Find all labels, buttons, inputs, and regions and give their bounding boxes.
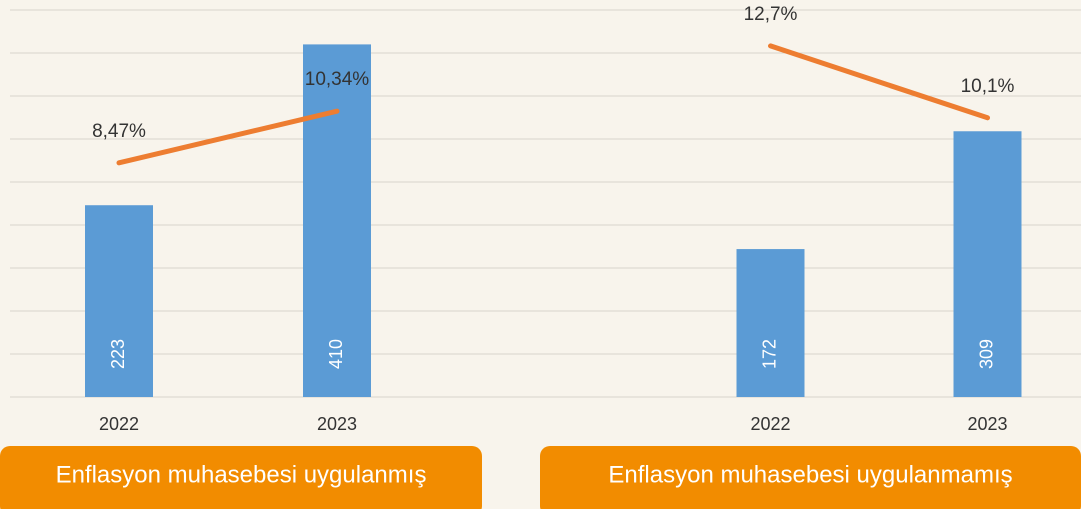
bar — [953, 131, 1022, 397]
line-value-label: 10,1% — [961, 76, 1015, 97]
line — [116, 108, 340, 166]
x-tick-label: 2023 — [317, 414, 357, 434]
line — [768, 43, 990, 121]
line-value-label: 8,47% — [92, 121, 146, 142]
group-label-box — [0, 446, 482, 509]
bar-value-label: 172 — [759, 339, 779, 369]
group-label-box — [540, 446, 1081, 509]
bar — [85, 205, 153, 397]
bar — [303, 44, 371, 398]
x-tick-label: 2023 — [967, 414, 1007, 434]
line-value-label: 12,7% — [744, 4, 798, 25]
bar-value-label: 223 — [108, 339, 128, 369]
group-label: Enflasyon muhasebesi uygulanmış — [56, 461, 427, 488]
bar — [736, 249, 805, 397]
x-tick-label: 2022 — [750, 414, 790, 434]
bar-value-label: 410 — [326, 339, 346, 369]
line-value-label: 10,34% — [305, 69, 370, 90]
bar-value-label: 309 — [976, 339, 996, 369]
x-tick-label: 2022 — [99, 414, 139, 434]
group-label: Enflasyon muhasebesi uygulanmamış — [608, 461, 1012, 488]
